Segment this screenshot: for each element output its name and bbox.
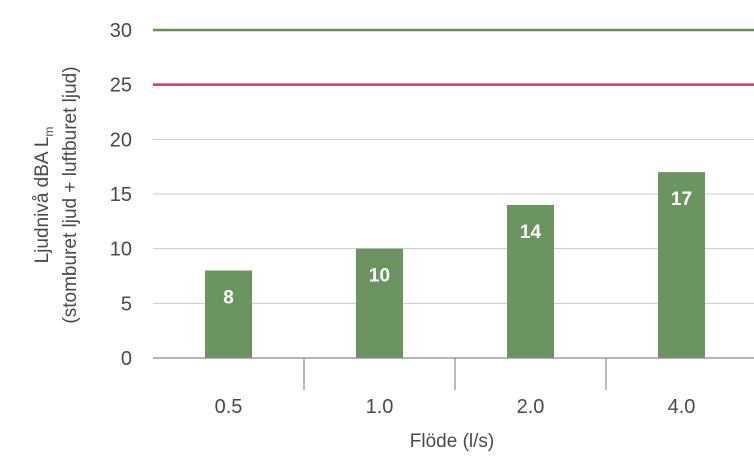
x-tick-label-1.0: 1.0 [366, 396, 394, 418]
y-tick-label-15: 15 [110, 184, 132, 206]
bar-data-label-1.0: 10 [369, 266, 390, 287]
bar-2.0 [507, 204, 554, 358]
y-axis-title-line1: Ljudnivå dBA Lm [32, 127, 56, 264]
y-tick-label-30: 30 [110, 20, 132, 42]
bars [205, 172, 705, 358]
reference-lines [153, 28, 754, 86]
bar-0.5 [205, 270, 252, 358]
y-tick-label-0: 0 [121, 348, 132, 370]
y-axis-title: Ljudnivå dBA Lm (stomburet ljud + luftbu… [32, 66, 81, 323]
bar-4.0 [658, 172, 705, 358]
x-axis-title: Flöde (l/s) [410, 431, 494, 452]
y-axis-title-line2: (stomburet ljud + luftburet ljud) [60, 66, 81, 323]
bar-data-label-2.0: 14 [520, 222, 542, 243]
y-tick-label-25: 25 [110, 75, 132, 97]
bar-1.0 [356, 248, 403, 358]
x-tick-label-4.0: 4.0 [668, 396, 696, 418]
bar-data-label-0.5: 8 [223, 288, 234, 309]
x-axis [153, 357, 754, 390]
y-tick-label-5: 5 [121, 293, 132, 315]
y-tick-label-10: 10 [110, 239, 132, 261]
x-axis-tick-labels: 0.5 1.0 2.0 4.0 [215, 396, 696, 418]
x-tick-label-0.5: 0.5 [215, 396, 243, 418]
y-axis-tick-labels: 0 5 10 15 20 25 30 [110, 20, 132, 370]
x-tick-label-2.0: 2.0 [517, 396, 545, 418]
gridlines [153, 138, 754, 304]
bar-data-labels: 8 10 14 17 [223, 189, 692, 308]
y-tick-label-20: 20 [110, 129, 132, 151]
bar-data-label-4.0: 17 [671, 189, 692, 210]
